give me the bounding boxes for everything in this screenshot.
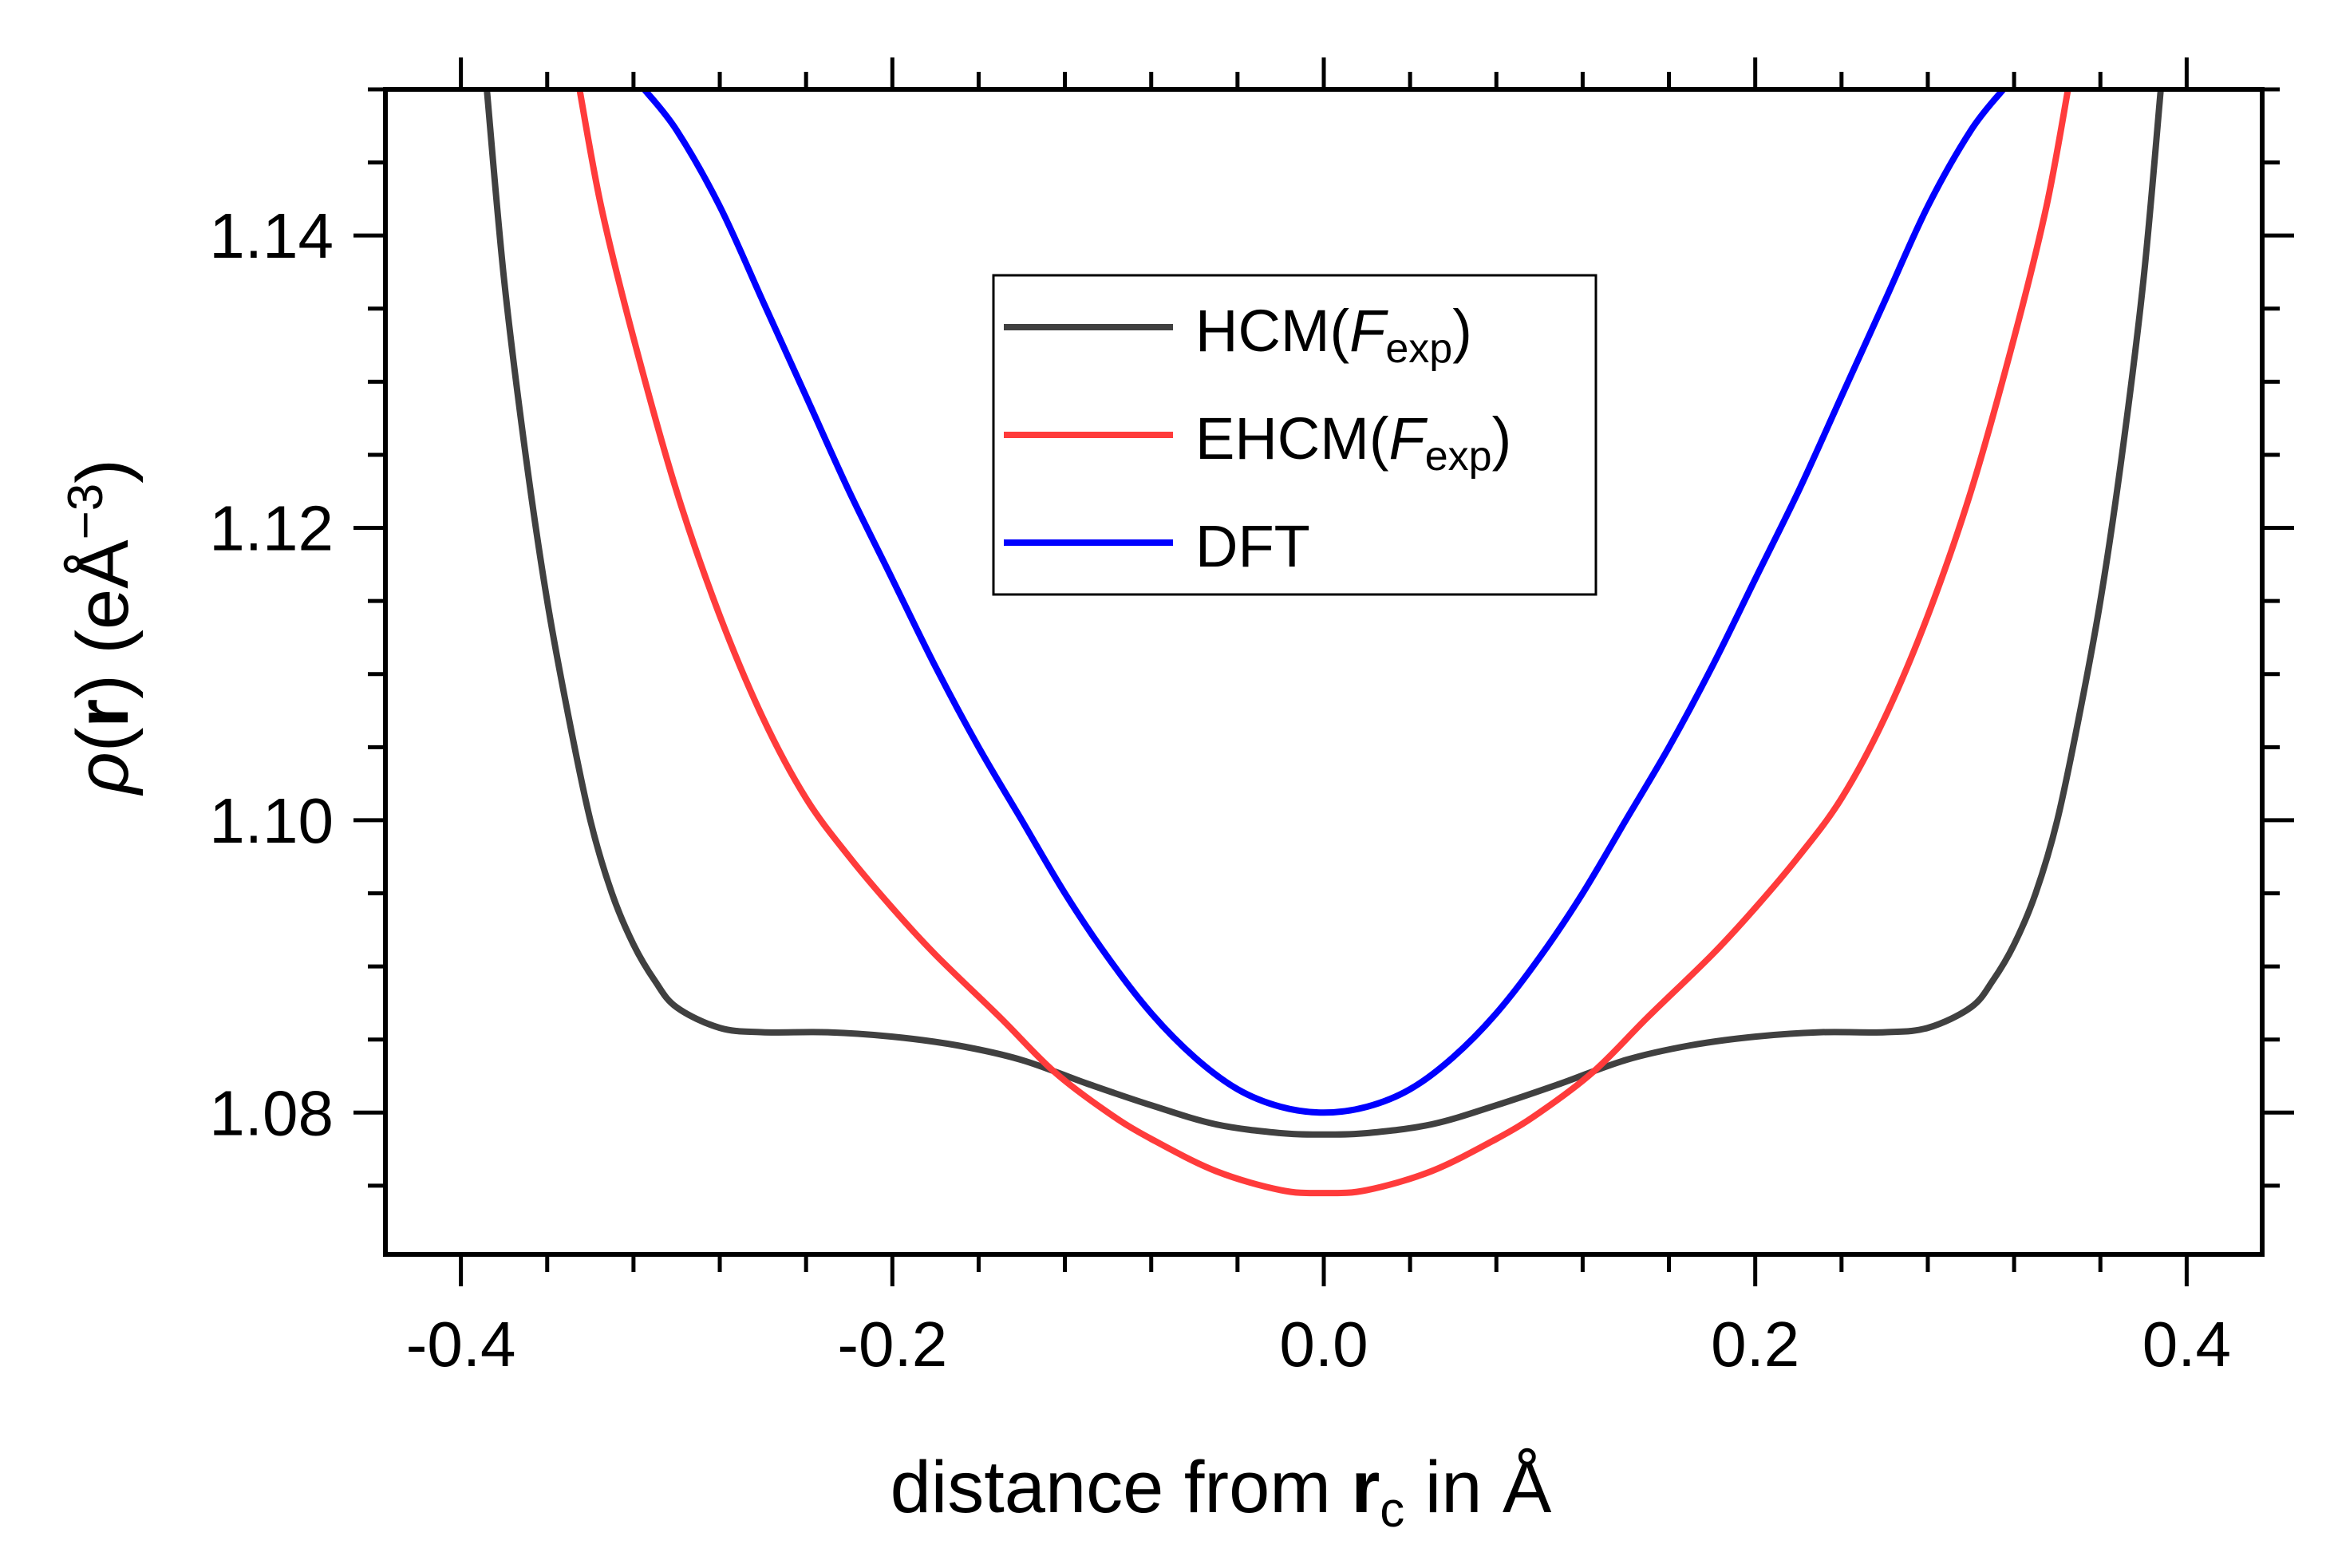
y-tick-labels: 1.08 1.10 1.12 1.14 bbox=[209, 200, 334, 1148]
data-series bbox=[484, 89, 2164, 1197]
minor-ticks bbox=[368, 72, 2280, 1272]
x-tick-label: 0.4 bbox=[2142, 1309, 2231, 1380]
x-tick-label: -0.2 bbox=[837, 1309, 947, 1380]
legend-label-ehcm: EHCM(Fexp) bbox=[1195, 405, 1511, 480]
series-line-ehcm bbox=[576, 89, 2071, 1197]
legend-label-hcm: HCM(Fexp) bbox=[1195, 298, 1472, 372]
y-tick-label: 1.14 bbox=[209, 200, 334, 271]
series-line-dft bbox=[642, 89, 2006, 1116]
x-tick-label: -0.4 bbox=[406, 1309, 516, 1380]
legend: HCM(Fexp) EHCM(Fexp) DFT bbox=[992, 274, 1597, 596]
y-tick-label: 1.08 bbox=[209, 1077, 334, 1148]
y-tick-label: 1.10 bbox=[209, 785, 334, 856]
x-axis-label: distance from rc in Å bbox=[891, 1447, 1552, 1538]
series-line-hcm bbox=[484, 89, 2164, 1138]
legend-label-dft: DFT bbox=[1195, 513, 1310, 579]
x-tick-labels: -0.4 -0.2 0.0 0.2 0.4 bbox=[406, 1309, 2231, 1380]
x-tick-label: 0.0 bbox=[1279, 1309, 1368, 1380]
y-axis-label: ρ(r) (eÅ−3) bbox=[58, 459, 144, 796]
plot-frame bbox=[383, 87, 2265, 1257]
y-tick-label: 1.12 bbox=[209, 493, 334, 564]
major-ticks bbox=[353, 57, 2294, 1286]
x-tick-label: 0.2 bbox=[1711, 1309, 1799, 1380]
